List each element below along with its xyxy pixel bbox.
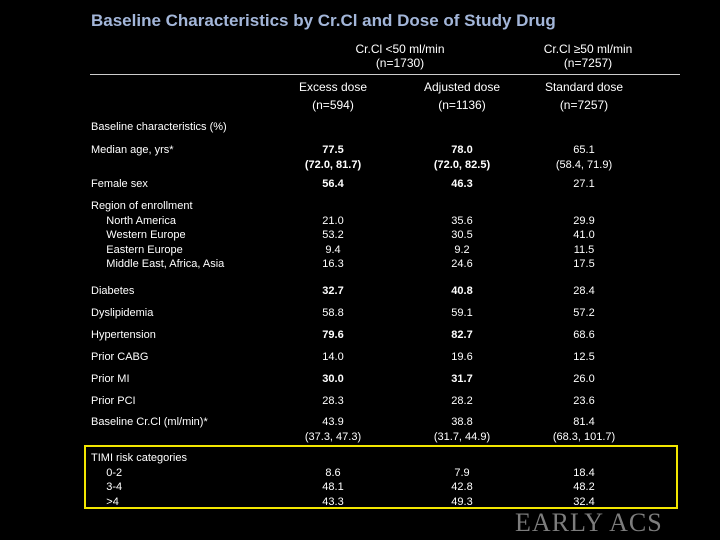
row-label-dyslipidemia: Dyslipidemia xyxy=(91,307,154,319)
group-header-crcl-low: Cr.Cl <50 ml/min (n=1730) xyxy=(320,42,480,70)
table-cell: 59.1 xyxy=(451,307,473,319)
table-cell: 31.7 xyxy=(451,373,473,385)
highlight-box xyxy=(84,445,678,509)
table-cell: 28.4 xyxy=(573,285,595,297)
group-label: Cr.Cl <50 ml/min xyxy=(355,42,445,56)
table-cell: 30.0 xyxy=(322,373,344,385)
header-divider xyxy=(90,74,680,75)
column-header-excess-dose: Excess dose xyxy=(298,80,368,94)
column-count-standard-dose: (n=7257) xyxy=(559,98,609,112)
table-cell: 65.1 (58.4, 71.9) xyxy=(555,144,613,171)
column-header-standard-dose: Standard dose xyxy=(544,80,624,94)
early-acs-logo: EARLY ACS xyxy=(515,508,663,537)
row-label-hypertension: Hypertension xyxy=(91,329,156,341)
row-label-prior-mi: Prior MI xyxy=(91,373,130,385)
table-cell: 68.6 xyxy=(573,329,595,341)
row-label-prior-cabg: Prior CABG xyxy=(91,351,149,363)
page-title: Baseline Characteristics by Cr.Cl and Do… xyxy=(91,11,556,30)
table-cell: 14.0 xyxy=(322,351,344,363)
table-cell: 26.0 xyxy=(573,373,595,385)
table-cell: 12.5 xyxy=(573,351,595,363)
column-header-adjusted-dose: Adjusted dose xyxy=(423,80,501,94)
table-cell: 19.6 xyxy=(451,351,473,363)
row-label-timi-risk: TIMI risk categories 0-2 3-4 >4 xyxy=(91,452,187,508)
group-label: Cr.Cl ≥50 ml/min xyxy=(543,42,633,56)
table-cell: 40.8 xyxy=(451,285,473,297)
row-label-female-sex: Female sex xyxy=(91,178,148,190)
table-cell: 21.0 53.2 9.4 16.3 xyxy=(322,214,344,271)
table-cell: 57.2 xyxy=(573,307,595,319)
table-cell: 18.4 48.2 32.4 xyxy=(573,466,595,508)
group-header-crcl-high: Cr.Cl ≥50 ml/min (n=7257) xyxy=(508,42,668,70)
table-cell: 28.3 xyxy=(322,395,344,407)
row-label-region: Region of enrollment North America Weste… xyxy=(91,200,225,270)
table-cell: 8.6 48.1 43.3 xyxy=(322,466,344,508)
table-cell: 56.4 xyxy=(322,178,344,190)
table-cell: 23.6 xyxy=(573,395,595,407)
row-label-median-age: Median age, yrs* xyxy=(91,144,174,156)
table-cell: 29.9 41.0 11.5 17.5 xyxy=(573,214,595,271)
row-label-baseline-crcl: Baseline Cr.Cl (ml/min)* xyxy=(91,416,208,428)
row-label-diabetes: Diabetes xyxy=(91,285,135,297)
group-count: (n=7257) xyxy=(563,56,613,70)
table-cell: 38.8 (31.7, 44.9) xyxy=(433,416,491,443)
table-cell: 46.3 xyxy=(451,178,473,190)
section-label: Baseline characteristics (%) xyxy=(91,121,227,133)
table-cell: 58.8 xyxy=(322,307,344,319)
column-count-excess-dose: (n=594) xyxy=(312,98,354,112)
group-count: (n=1730) xyxy=(375,56,425,70)
table-cell: 35.6 30.5 9.2 24.6 xyxy=(451,214,473,271)
row-label-prior-pci: Prior PCI xyxy=(91,395,136,407)
table-cell: 28.2 xyxy=(451,395,473,407)
table-cell: 78.0 (72.0, 82.5) xyxy=(433,144,491,171)
table-cell: 81.4 (68.3, 101.7) xyxy=(552,416,616,443)
table-cell: 43.9 (37.3, 47.3) xyxy=(304,416,362,443)
table-cell: 7.9 42.8 49.3 xyxy=(451,466,473,508)
table-cell: 27.1 xyxy=(573,178,595,190)
table-cell: 77.5 (72.0, 81.7) xyxy=(304,144,362,171)
table-cell: 82.7 xyxy=(451,329,473,341)
column-count-adjusted-dose: (n=1136) xyxy=(438,98,486,112)
table-cell: 32.7 xyxy=(322,285,344,297)
table-cell: 79.6 xyxy=(322,329,344,341)
